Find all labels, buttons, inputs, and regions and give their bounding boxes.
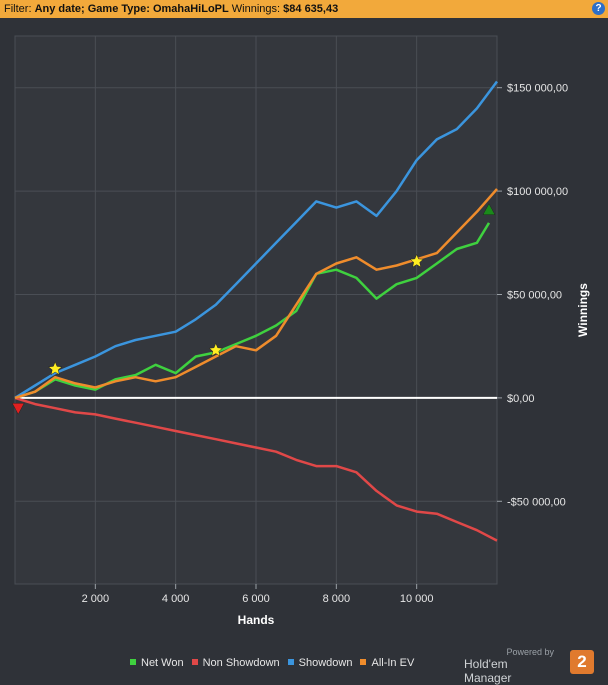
legend-item[interactable]: Showdown <box>287 657 353 669</box>
product-name: Hold'em Manager <box>464 657 512 685</box>
triangle-up-marker <box>482 203 496 215</box>
x-tick-label: 10 000 <box>400 593 434 605</box>
x-tick-label: 4 000 <box>162 593 190 605</box>
x-tick-label: 8 000 <box>323 593 351 605</box>
winnings-value: $84 635,43 <box>283 3 339 15</box>
legend-swatch <box>191 659 198 666</box>
legend-item[interactable]: All-In EV <box>360 657 414 669</box>
filter-bar: Filter: Any date; Game Type: OmahaHiLoPL… <box>0 0 608 18</box>
legend-label: Net Won <box>141 657 184 669</box>
winnings-chart: -$50 000,00 $0,00 $50 000,00 $100 000,00 $15… <box>11 35 590 627</box>
x-tick-label: 6 000 <box>242 593 270 605</box>
brand-block: Powered by Hold'em Manager 2 <box>464 647 594 685</box>
hm2-logo: 2 <box>570 650 594 674</box>
legend-swatch <box>130 659 136 666</box>
y-tick-label: $150 000,00 <box>507 83 568 95</box>
legend-swatch <box>360 659 367 666</box>
y-axis-label: Winnings <box>576 283 590 337</box>
legend-item[interactable]: Non Showdown <box>191 657 280 669</box>
star-marker <box>208 342 224 357</box>
y-tick-label: $0,00 <box>507 393 535 405</box>
filter-value: Any date; Game Type: OmahaHiLoPL <box>34 3 229 15</box>
x-tick-label: 2 000 <box>82 593 110 605</box>
filter-label: Filter: <box>4 3 32 15</box>
star-marker <box>47 361 63 376</box>
y-tick-label: $100 000,00 <box>507 186 568 198</box>
series-line <box>14 396 498 542</box>
y-tick-label: $50 000,00 <box>507 289 562 301</box>
winnings-label: Winnings: <box>231 3 281 15</box>
x-axis-label: Hands <box>238 613 275 627</box>
powered-by-text: Powered by <box>506 647 554 657</box>
chart-legend: Net Won Non Showdown Showdown All-In EV <box>130 657 422 669</box>
y-tick-label: -$50 000,00 <box>507 496 566 508</box>
legend-label: Non Showdown <box>202 657 280 669</box>
legend-label: All-In EV <box>371 657 415 669</box>
legend-item[interactable]: Net Won <box>130 657 184 669</box>
series-line <box>14 80 499 399</box>
series-line <box>14 222 491 400</box>
legend-label: Showdown <box>298 657 353 669</box>
help-icon[interactable]: ? <box>592 2 605 15</box>
star-marker <box>409 253 424 268</box>
triangle-down-marker <box>11 402 25 415</box>
legend-swatch <box>287 659 294 666</box>
